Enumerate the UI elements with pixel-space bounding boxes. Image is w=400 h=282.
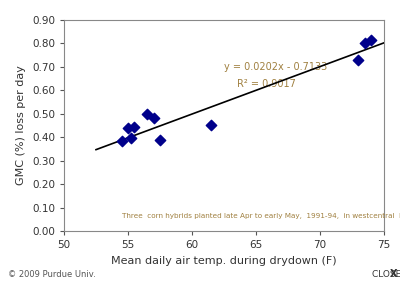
Point [118, 138, 125, 143]
Point [208, 123, 214, 128]
Point [157, 137, 163, 142]
Point [144, 111, 150, 116]
Text: © 2009 Purdue Univ.: © 2009 Purdue Univ. [8, 270, 96, 279]
Y-axis label: GMC (%) loss per day: GMC (%) loss per day [16, 65, 26, 186]
Text: y = 0.0202x - 0.7133: y = 0.0202x - 0.7133 [224, 62, 327, 72]
Point [355, 58, 362, 62]
Point [368, 38, 374, 42]
Point [127, 136, 134, 141]
Text: CLOSE: CLOSE [372, 270, 400, 279]
Text: R² = 0.9017: R² = 0.9017 [237, 79, 296, 89]
X-axis label: Mean daily air temp. during drydown (F): Mean daily air temp. during drydown (F) [111, 256, 337, 266]
Point [131, 124, 138, 129]
Point [150, 116, 157, 121]
Text: Three  corn hybrids planted late Apr to early May,  1991-94,  in westcentral  In: Three corn hybrids planted late Apr to e… [122, 213, 400, 219]
Point [125, 125, 131, 130]
Point [362, 41, 368, 45]
Text: X: X [390, 269, 398, 279]
